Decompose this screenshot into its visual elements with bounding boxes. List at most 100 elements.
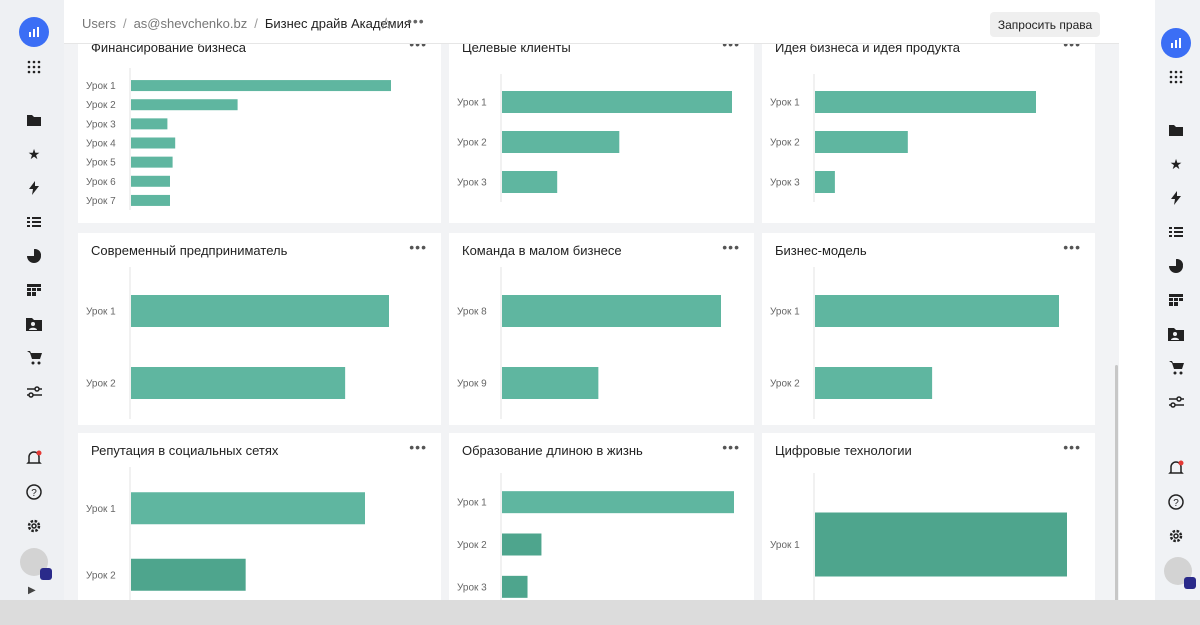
settings-sliders-icon[interactable]: [1166, 392, 1186, 412]
dashboards-logo-icon[interactable]: [1161, 28, 1191, 58]
bar-1[interactable]: [131, 492, 365, 525]
card-menu-icon[interactable]: •••: [722, 239, 740, 255]
chart-card: Команда в малом бизнесе ••• Урок 8 Урок 9: [449, 233, 754, 425]
list-icon[interactable]: [1166, 222, 1186, 242]
folder-user-icon[interactable]: [1166, 324, 1186, 344]
dashboards-logo-icon[interactable]: [19, 17, 49, 47]
bar-4[interactable]: [131, 137, 176, 149]
tick-label: Урок 4: [86, 139, 116, 150]
card-menu-icon[interactable]: •••: [1063, 439, 1081, 455]
cart-icon[interactable]: [1166, 358, 1186, 378]
breadcrumb-user[interactable]: as@shevchenko.bz: [133, 16, 248, 31]
collapse-play-icon[interactable]: ▶: [28, 585, 36, 596]
list-icon[interactable]: [24, 212, 44, 232]
bar-1[interactable]: [502, 491, 734, 514]
card-title: Целевые клиенты: [462, 44, 571, 55]
avatar[interactable]: [20, 548, 52, 580]
bar-3[interactable]: [131, 118, 168, 130]
card-menu-icon[interactable]: •••: [722, 439, 740, 455]
star-icon[interactable]: ★: [1169, 155, 1183, 172]
help-icon[interactable]: ?: [1166, 492, 1186, 512]
gear-icon[interactable]: [1166, 526, 1186, 546]
tick-label: Урок 8: [457, 307, 487, 318]
bar-1[interactable]: [815, 91, 1036, 113]
star-icon[interactable]: ★: [27, 145, 41, 162]
tick-label: Урок 1: [457, 498, 487, 509]
lightning-icon[interactable]: [24, 178, 44, 198]
table-icon[interactable]: [24, 280, 44, 300]
bar-2[interactable]: [131, 367, 346, 399]
card-menu-icon[interactable]: •••: [722, 44, 740, 52]
pie-chart-icon[interactable]: [24, 246, 44, 266]
bar-6[interactable]: [131, 175, 170, 187]
tick-label: Урок 2: [770, 138, 800, 149]
breadcrumb-root[interactable]: Users: [82, 16, 116, 31]
chart-card: Бизнес-модель ••• Урок 1 Урок 2: [762, 233, 1095, 425]
card-menu-icon[interactable]: •••: [1063, 44, 1081, 52]
bar-2[interactable]: [502, 367, 599, 399]
left-sidebar: ★ ?: [0, 0, 64, 600]
gear-icon[interactable]: [24, 516, 44, 536]
settings-sliders-icon[interactable]: [24, 382, 44, 402]
tick-label: Урок 2: [770, 379, 800, 390]
bar-1[interactable]: [502, 91, 732, 113]
bar-1[interactable]: [815, 512, 1067, 577]
bar-3[interactable]: [502, 575, 528, 598]
pie-chart-icon[interactable]: [1166, 256, 1186, 276]
bar-2[interactable]: [502, 533, 542, 556]
lightning-icon[interactable]: [1166, 188, 1186, 208]
bar-1[interactable]: [131, 80, 391, 92]
avatar[interactable]: [1164, 557, 1196, 589]
tick-label: Урок 1: [770, 98, 800, 109]
tick-label: Урок 9: [457, 379, 487, 390]
bar-3[interactable]: [502, 171, 558, 193]
bar-chart: Урок 1 Урок 2: [86, 467, 365, 600]
bar-2[interactable]: [131, 558, 246, 591]
bar-2[interactable]: [815, 131, 908, 153]
svg-text:?: ?: [1173, 498, 1179, 509]
bar-2[interactable]: [815, 367, 933, 399]
chart-card: Целевые клиенты ••• Урок 1 Урок 2 Урок 3: [449, 44, 754, 223]
card-title: Финансирование бизнеса: [91, 44, 247, 55]
bar-chart: Урок 1 Урок 2 Урок 3: [770, 74, 1036, 202]
favorite-star-icon[interactable]: ☆: [379, 16, 394, 33]
card-title: Репутация в социальных сетях: [91, 443, 279, 458]
card-menu-icon[interactable]: •••: [409, 239, 427, 255]
folder-icon[interactable]: [24, 110, 44, 130]
card-menu-icon[interactable]: •••: [1063, 239, 1081, 255]
bar-1[interactable]: [815, 295, 1059, 327]
table-icon[interactable]: [1166, 290, 1186, 310]
bar-5[interactable]: [131, 156, 173, 168]
tick-label: Урок 5: [86, 158, 116, 169]
card-title: Образование длиною в жизнь: [462, 443, 643, 458]
apps-grid-icon[interactable]: [24, 57, 44, 77]
breadcrumb-current: Бизнес драйв Академия: [264, 16, 411, 31]
more-options-icon[interactable]: •••: [407, 13, 425, 29]
bar-3[interactable]: [815, 171, 835, 193]
bar-1[interactable]: [131, 295, 389, 327]
card-menu-icon[interactable]: •••: [409, 439, 427, 455]
bar-2[interactable]: [502, 131, 620, 153]
bar-7[interactable]: [131, 194, 170, 206]
tick-label: Урок 1: [457, 98, 487, 109]
tick-label: Урок 1: [86, 504, 116, 515]
card-menu-icon[interactable]: •••: [409, 44, 427, 52]
cart-icon[interactable]: [24, 348, 44, 368]
bar-chart: Урок 8 Урок 9: [457, 267, 721, 419]
bar-2[interactable]: [131, 99, 238, 111]
help-icon[interactable]: ?: [24, 482, 44, 502]
notification-bell-icon[interactable]: [24, 448, 44, 468]
apps-grid-icon[interactable]: [1166, 67, 1186, 87]
folder-icon[interactable]: [1166, 120, 1186, 140]
card-title: Идея бизнеса и идея продукта: [775, 44, 961, 55]
scrollbar[interactable]: [1115, 365, 1118, 605]
folder-user-icon[interactable]: [24, 314, 44, 334]
bar-1[interactable]: [502, 295, 721, 327]
bar-chart: Урок 1: [770, 473, 1067, 600]
right-sidebar: ★ ?: [1155, 0, 1200, 600]
notification-bell-icon[interactable]: [1166, 458, 1186, 478]
request-rights-button[interactable]: Запросить права: [990, 12, 1100, 37]
bar-chart: Урок 1 Урок 2 Урок 3 Урок 4 Урок 5 Урок 6 Урок…: [86, 68, 391, 210]
